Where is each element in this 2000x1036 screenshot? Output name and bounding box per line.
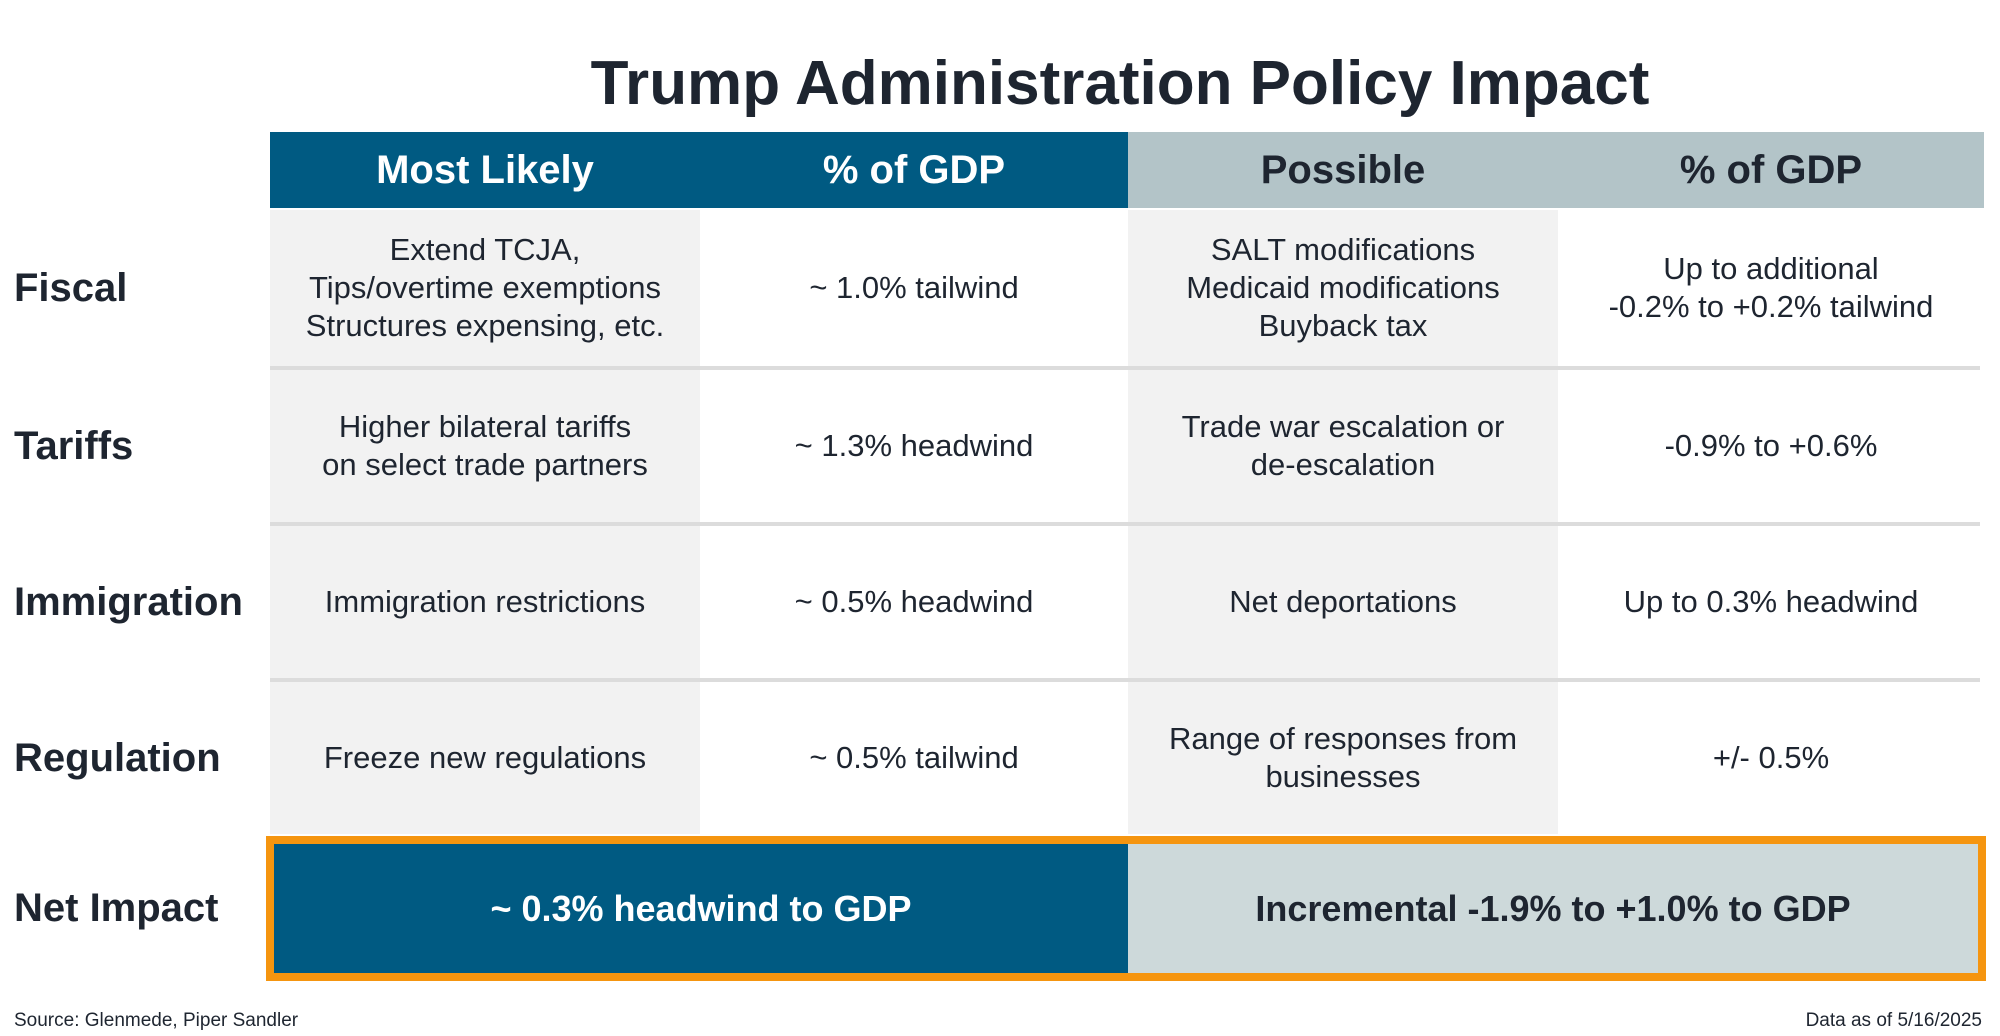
header-possible: Possible <box>1128 132 1558 208</box>
cell-text: Up to additional -0.2% to +0.2% tailwind <box>1608 251 1934 324</box>
table-cell: Immigration restrictions <box>270 526 700 678</box>
page-title: Trump Administration Policy Impact <box>590 49 1650 118</box>
row-label-tariffs: Tariffs <box>14 423 134 468</box>
cell-text: SALT modifications Medicaid modification… <box>1186 232 1500 343</box>
row-label-regulation: Regulation <box>14 735 221 780</box>
cell-text: ~ 1.3% headwind <box>794 428 1034 463</box>
header-possible-gdp-label: % of GDP <box>1679 147 1863 192</box>
row-divider <box>270 522 1980 526</box>
cell-text: +/- 0.5% <box>1712 740 1830 775</box>
table-cell: SALT modifications Medicaid modification… <box>1128 210 1558 366</box>
net-impact-possible-text: Incremental -1.9% to +1.0% to GDP <box>1255 887 1851 929</box>
table-cell: Extend TCJA, Tips/overtime exemptions St… <box>270 210 700 366</box>
table-cell: -0.9% to +0.6% <box>1558 370 1984 522</box>
row-label-immigration: Immigration <box>14 579 243 624</box>
header-most-likely-gdp-label: % of GDP <box>822 147 1006 192</box>
source-note: Source: Glenmede, Piper Sandler <box>14 1010 299 1031</box>
table-cell: Up to additional -0.2% to +0.2% tailwind <box>1558 210 1984 366</box>
table-cell: Higher bilateral tariffs on select trade… <box>270 370 700 522</box>
table-cell: Range of responses from businesses <box>1128 682 1558 834</box>
header-most-likely-label: Most Likely <box>376 147 594 192</box>
row-label-net-impact: Net Impact <box>14 886 219 930</box>
cell-text: ~ 0.5% headwind <box>794 584 1034 619</box>
net-impact-most-likely: ~ 0.3% headwind to GDP <box>274 844 1128 973</box>
row-label-fiscal: Fiscal <box>14 265 128 310</box>
row-divider <box>270 366 1980 370</box>
header-most-likely: Most Likely <box>270 132 700 208</box>
table-cell: Trade war escalation or de-escalation <box>1128 370 1558 522</box>
row-divider <box>270 678 1980 682</box>
net-impact-possible: Incremental -1.9% to +1.0% to GDP <box>1128 844 1978 973</box>
table-cell: ~ 1.3% headwind <box>700 370 1128 522</box>
header-possible-label: Possible <box>1260 147 1426 192</box>
net-impact-most-likely-text: ~ 0.3% headwind to GDP <box>490 887 912 929</box>
table-cell: ~ 0.5% tailwind <box>700 682 1128 834</box>
cell-text: Extend TCJA, Tips/overtime exemptions St… <box>305 232 665 343</box>
table-cell: Up to 0.3% headwind <box>1558 526 1984 678</box>
table-cell: ~ 0.5% headwind <box>700 526 1128 678</box>
table-cell: Net deportations <box>1128 526 1558 678</box>
table-cell: ~ 1.0% tailwind <box>700 210 1128 366</box>
cell-text: Immigration restrictions <box>324 584 646 619</box>
cell-text: -0.9% to +0.6% <box>1664 428 1878 463</box>
header-possible-gdp: % of GDP <box>1558 132 1984 208</box>
cell-text: Range of responses from businesses <box>1168 721 1518 794</box>
data-date-note: Data as of 5/16/2025 <box>1805 1010 1982 1031</box>
cell-text: Net deportations <box>1229 584 1457 619</box>
cell-text: Trade war escalation or de-escalation <box>1181 409 1505 482</box>
cell-text: ~ 0.5% tailwind <box>809 740 1019 775</box>
table-cell: Freeze new regulations <box>270 682 700 834</box>
cell-text: Up to 0.3% headwind <box>1623 584 1919 619</box>
net-impact-highlight-border <box>266 836 1986 981</box>
cell-text: Higher bilateral tariffs on select trade… <box>322 409 648 482</box>
cell-text: Freeze new regulations <box>323 740 647 775</box>
table-cell: +/- 0.5% <box>1558 682 1984 834</box>
cell-text: ~ 1.0% tailwind <box>809 270 1019 305</box>
header-most-likely-gdp: % of GDP <box>700 132 1128 208</box>
